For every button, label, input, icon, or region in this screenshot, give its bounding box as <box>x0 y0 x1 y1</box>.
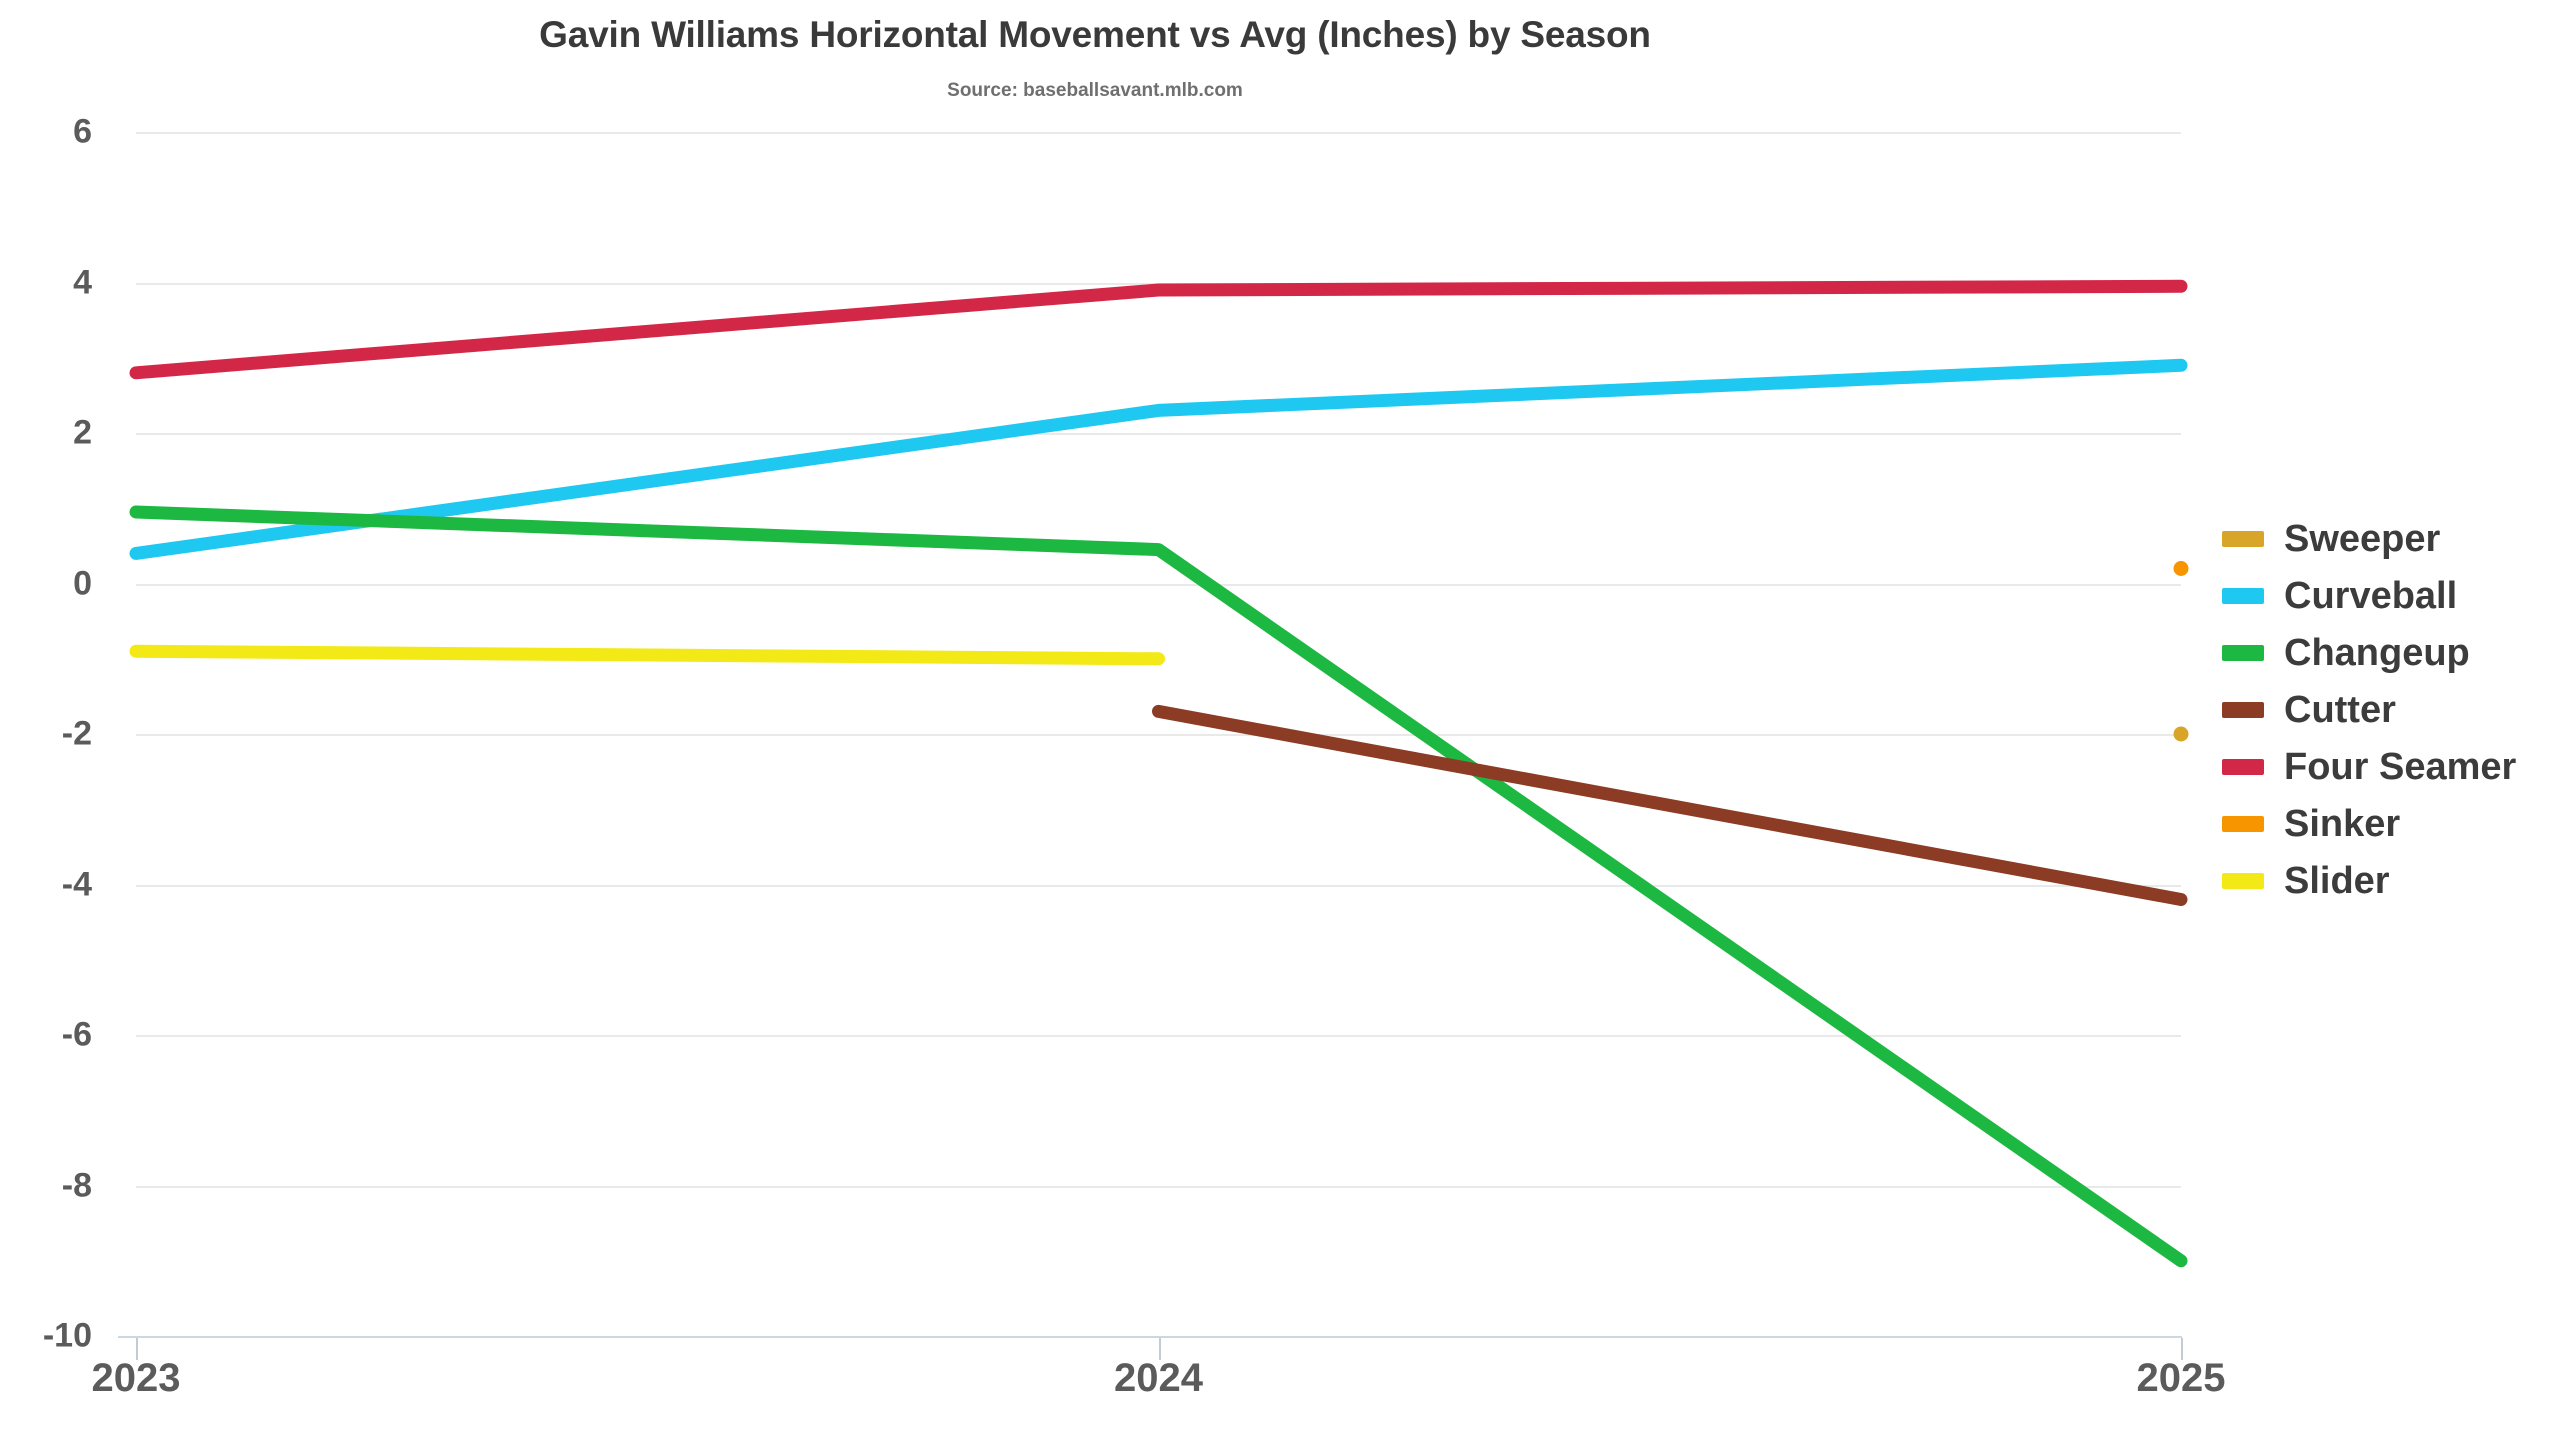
gridline <box>136 884 2181 887</box>
chart-subtitle: Source: baseballsavant.mlb.com <box>947 80 1243 101</box>
gridline <box>136 433 2181 435</box>
chart-title: Gavin Williams Horizontal Movement vs Av… <box>539 14 1651 55</box>
legend-swatch-icon <box>2222 644 2264 661</box>
y-axis-tick-label: 2 <box>73 413 92 452</box>
gridline <box>136 132 2181 134</box>
legend-item-label: Changeup <box>2284 631 2470 674</box>
y-axis-tick-label: 0 <box>73 564 92 602</box>
legend-swatch-icon <box>2222 872 2264 889</box>
x-axis-tick-mark <box>2181 1338 2183 1360</box>
legend-item-curveball[interactable]: Curveball <box>2222 567 2552 624</box>
y-axis-tick-label: -8 <box>61 1166 92 1204</box>
legend-swatch-icon <box>2222 758 2264 775</box>
y-axis-tick-label: -10 <box>42 1316 92 1355</box>
series-line-curveball <box>129 358 2188 560</box>
legend-swatch-icon <box>2222 701 2264 718</box>
legend-item-label: Four Seamer <box>2284 745 2517 788</box>
legend-item-label: Sinker <box>2284 802 2401 845</box>
y-axis-tick-label: -6 <box>61 1015 92 1054</box>
gridline <box>136 1185 2181 1188</box>
legend-item-label: Slider <box>2284 859 2390 902</box>
legend-item-label: Curveball <box>2284 574 2458 617</box>
legend-item-sweeper[interactable]: Sweeper <box>2222 510 2552 567</box>
legend-item-cutter[interactable]: Cutter <box>2222 681 2552 738</box>
legend-item-four-seamer[interactable]: Four Seamer <box>2222 738 2552 795</box>
legend-swatch-icon <box>2222 587 2264 604</box>
y-axis-tick-label: -2 <box>61 714 92 753</box>
x-axis-tick-label: 2024 <box>1114 1356 1203 1400</box>
series-line-changeup <box>129 505 2188 1268</box>
gridline <box>136 1035 2181 1037</box>
legend-swatch-icon <box>2222 530 2264 547</box>
y-axis-tick-label: -4 <box>61 865 92 903</box>
legend-swatch-icon <box>2222 815 2264 832</box>
legend-item-label: Cutter <box>2284 688 2396 731</box>
chart-legend: Sweeper Curveball Changeup Cutter Four Seame… <box>2222 510 2552 909</box>
x-axis-tick-label: 2025 <box>2136 1356 2226 1400</box>
legend-item-changeup[interactable]: Changeup <box>2222 624 2552 681</box>
x-axis-tick-mark <box>136 1338 138 1360</box>
legend-item-slider[interactable]: Slider <box>2222 852 2552 909</box>
gridline <box>136 734 2181 736</box>
series-line-slider <box>129 644 1165 666</box>
x-axis-tick-label: 2023 <box>91 1356 181 1400</box>
y-axis-tick-label: 6 <box>73 112 92 151</box>
series-line-four-seamer <box>129 279 2188 380</box>
series-line-cutter <box>1152 704 2188 906</box>
x-axis-line <box>118 1336 2182 1338</box>
x-axis-tick-mark <box>1158 1338 1161 1360</box>
legend-item-label: Sweeper <box>2284 517 2441 560</box>
series-point-sinker <box>2173 561 2189 576</box>
legend-item-sinker[interactable]: Sinker <box>2222 795 2552 852</box>
gridline <box>136 583 2181 586</box>
y-axis-tick-label: 4 <box>73 263 92 301</box>
series-point-sweeper <box>2173 726 2189 742</box>
